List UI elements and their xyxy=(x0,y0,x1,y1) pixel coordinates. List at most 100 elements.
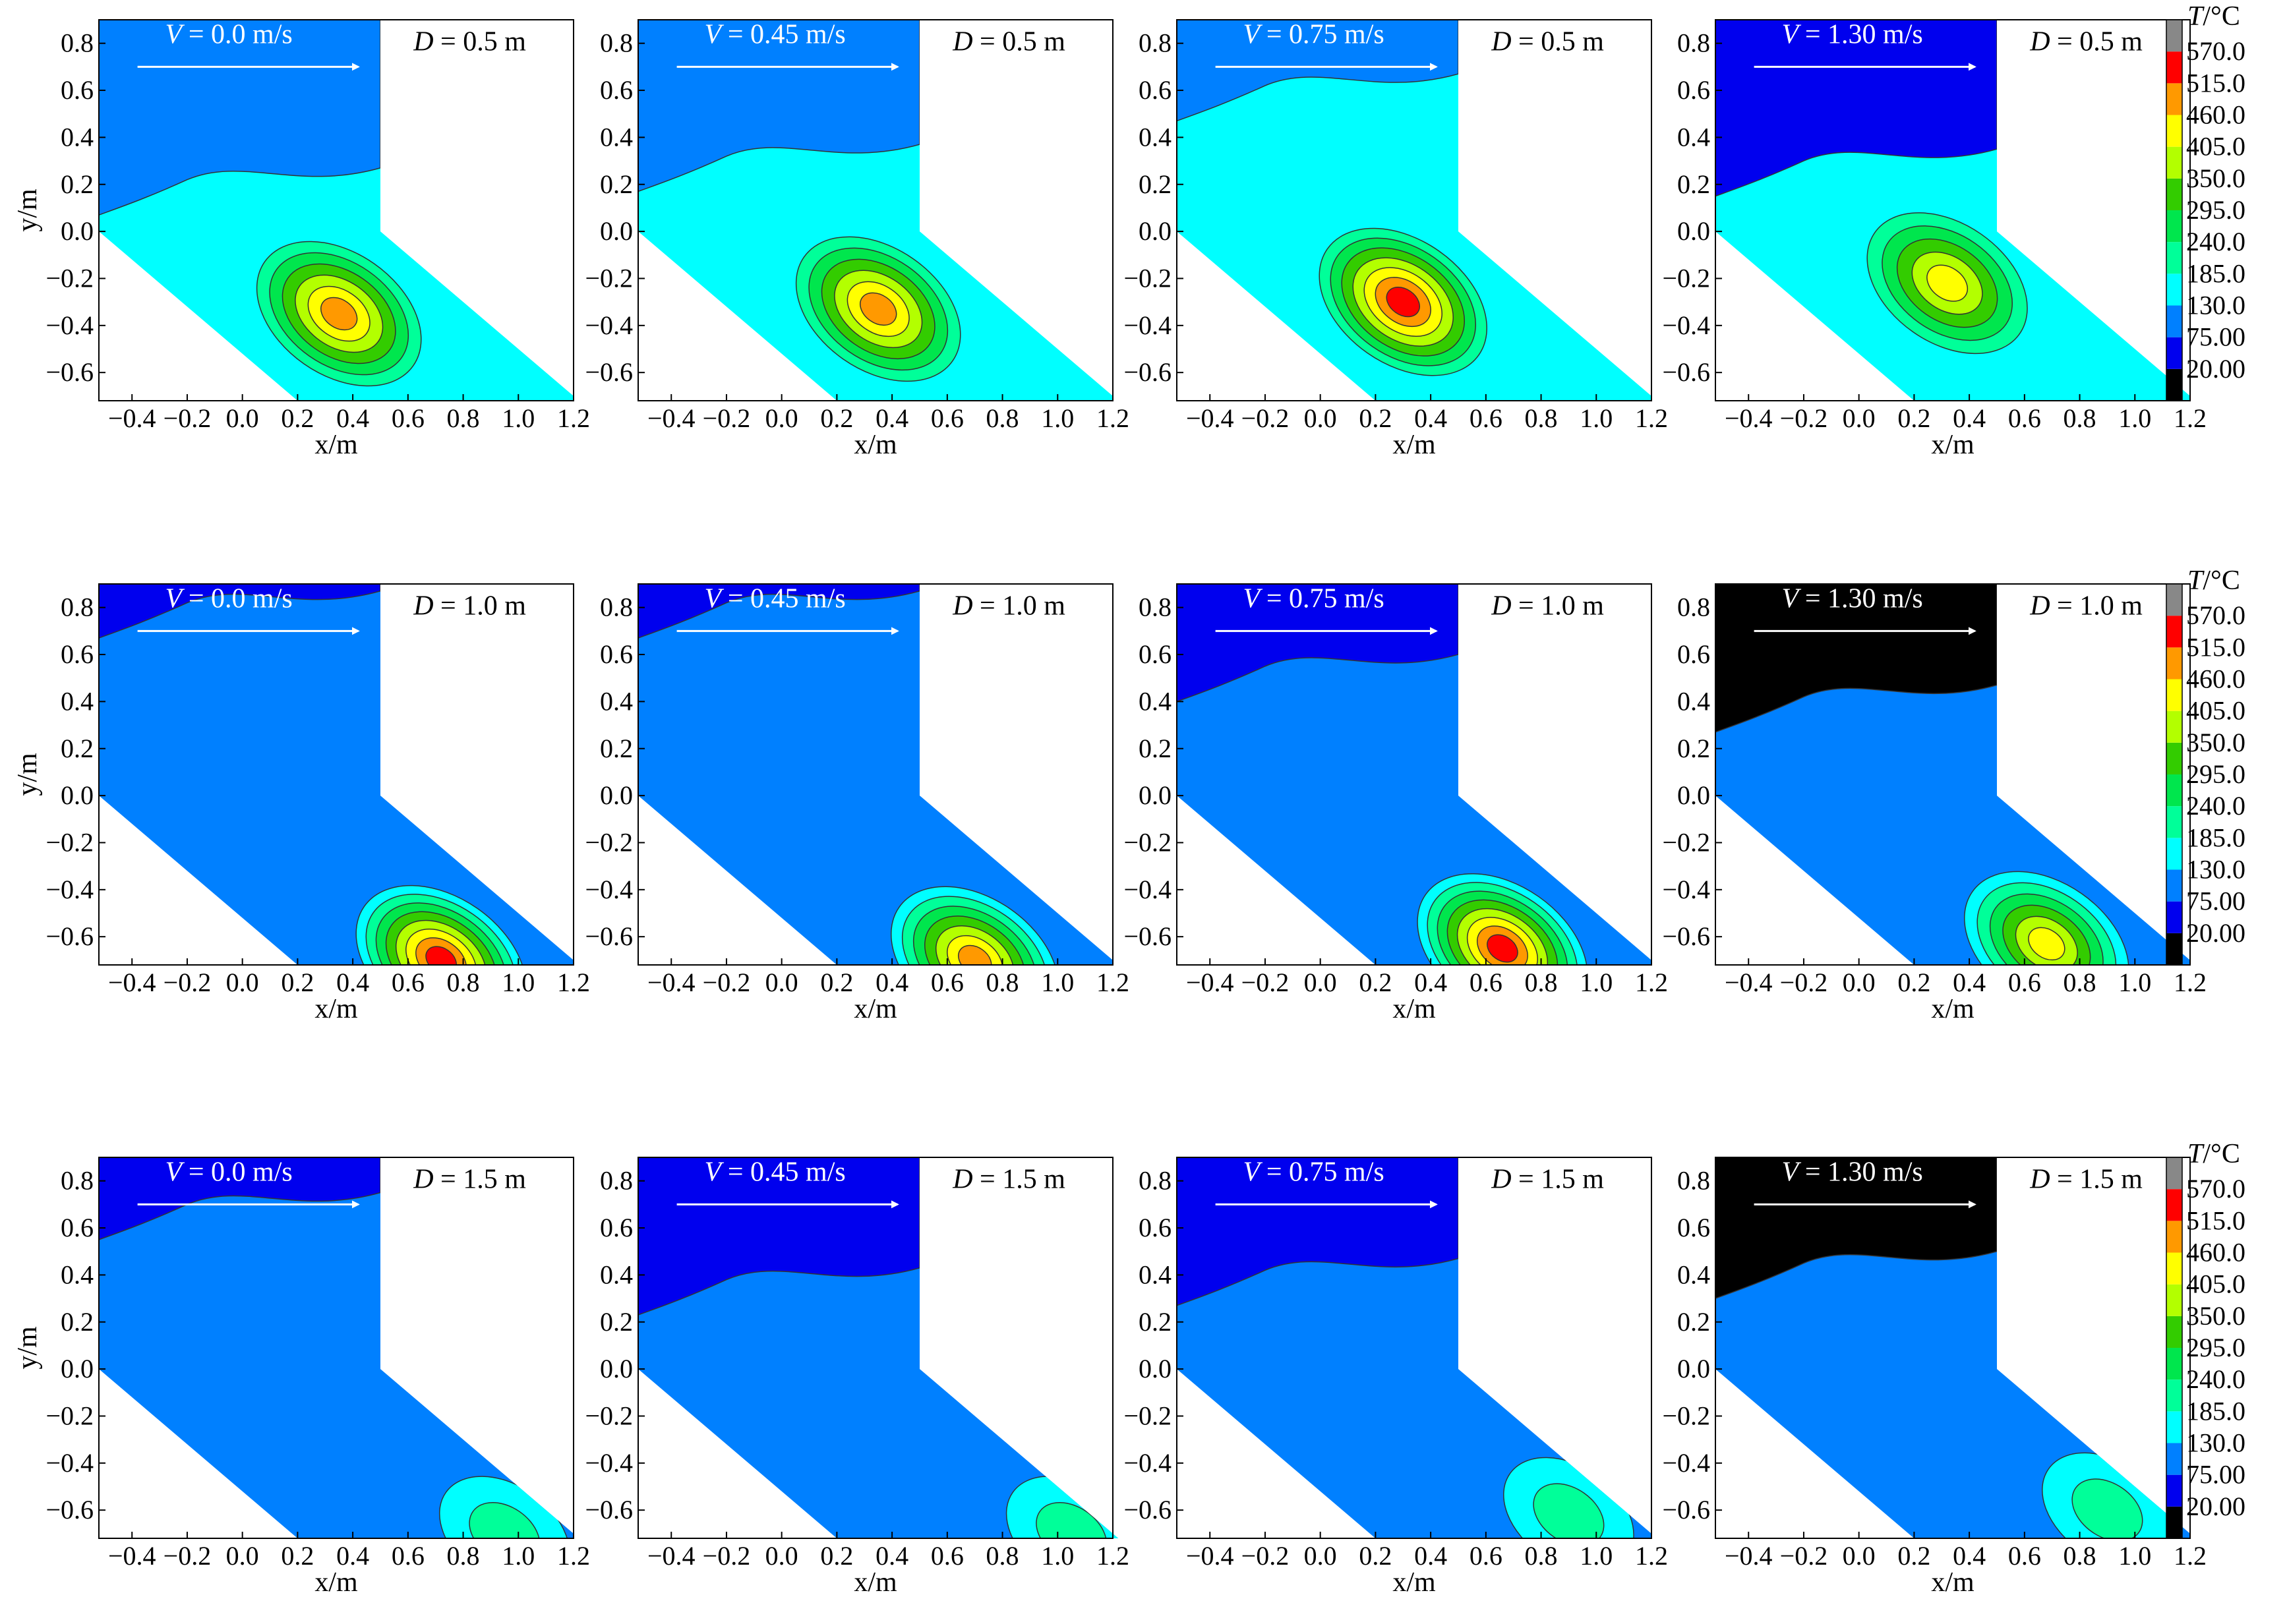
plot-frame xyxy=(1176,19,1652,401)
x-tick-label: 1.0 xyxy=(502,403,535,433)
velocity-label: V = 0.45 m/s xyxy=(704,20,845,50)
colorbar-level-label: 130.0 xyxy=(2186,855,2245,884)
contour-field xyxy=(99,20,574,401)
colorbar-level-label: 295.0 xyxy=(2186,759,2245,789)
colorbar-level-label: 240.0 xyxy=(2186,227,2245,256)
x-tick-label: −0.2 xyxy=(163,968,212,997)
colorbar-level-label: 75.00 xyxy=(2186,322,2245,352)
x-tick-label: 0.2 xyxy=(1897,968,1930,997)
depth-label: D = 1.0 m xyxy=(413,591,526,621)
contour-panel-r1c3: −0.4 −0.2 0.0 0.2 0.4 0.6 0.8 1.0 1.20.80.60.40.… xyxy=(1123,19,1668,460)
x-axis-label: x/m xyxy=(1392,1567,1436,1598)
y-tick-label: 0.2 xyxy=(1139,1307,1172,1337)
plot-frame xyxy=(1715,583,2191,966)
x-tick-label: 0.4 xyxy=(1414,403,1447,433)
x-tick-label: 0.4 xyxy=(876,1541,908,1571)
colorbar-swatch xyxy=(2166,1348,2182,1380)
colorbar-level-label: 405.0 xyxy=(2186,1269,2245,1299)
contour-cool-region xyxy=(1177,20,1459,122)
colorbar-level-label: 515.0 xyxy=(2186,1205,2245,1235)
y-tick-label: 0.2 xyxy=(1677,734,1710,763)
colorbar-swatch xyxy=(2166,838,2182,870)
colorbar-swatch xyxy=(2166,242,2182,274)
contour-cool-region xyxy=(1715,20,1998,197)
contour-field xyxy=(638,20,1113,401)
velocity-label: V = 1.30 m/s xyxy=(1781,1157,1922,1188)
y-tick-label: −0.6 xyxy=(1662,921,1710,951)
x-tick-label: −0.2 xyxy=(703,968,751,997)
colorbar-level-label: 185.0 xyxy=(2186,823,2245,852)
x-axis-label: x/m xyxy=(1392,430,1436,460)
y-tick-label: −0.2 xyxy=(585,263,633,293)
colorbar-swatch xyxy=(2166,679,2182,711)
x-tick-label: −0.2 xyxy=(1241,1541,1290,1571)
y-tick-label: −0.2 xyxy=(1662,263,1710,293)
colorbar-level-label: 570.0 xyxy=(2186,36,2245,66)
y-tick-label: 0.4 xyxy=(61,122,94,152)
depth-label: D = 1.5 m xyxy=(1491,1164,1604,1194)
y-tick-label: 0.4 xyxy=(61,686,94,716)
y-tick-label: 0.4 xyxy=(1677,686,1710,716)
y-tick-label: −0.2 xyxy=(1123,1401,1172,1430)
contour-panel-r2c1: −0.4 −0.2 0.0 0.2 0.4 0.6 0.8 1.0 1.20.80.60.40.… xyxy=(13,583,590,1024)
x-tick-label: 1.2 xyxy=(1635,403,1668,433)
contour-level-4 xyxy=(2071,1478,2143,1538)
y-tick-label: 0.6 xyxy=(1139,75,1172,105)
colorbar-level-label: 185.0 xyxy=(2186,258,2245,288)
x-tick-label: 0.8 xyxy=(1525,403,1558,433)
x-tick-label: 0.6 xyxy=(931,968,964,997)
x-tick-label: 0.0 xyxy=(1843,968,1876,997)
x-tick-label: 0.2 xyxy=(820,403,853,433)
colorbar-level-label: 295.0 xyxy=(2186,195,2245,225)
contour-cool-region xyxy=(99,1157,381,1240)
x-tick-label: −0.4 xyxy=(647,403,696,433)
y-tick-label: 0.0 xyxy=(1677,1354,1710,1383)
plot-frame xyxy=(98,583,574,966)
x-tick-label: 0.8 xyxy=(2064,403,2096,433)
x-tick-label: 0.8 xyxy=(2064,968,2096,997)
x-tick-label: 0.8 xyxy=(2064,1541,2096,1571)
x-tick-label: 1.0 xyxy=(1041,968,1074,997)
contour-level-10 xyxy=(1386,286,1420,318)
x-tick-label: 0.6 xyxy=(392,1541,425,1571)
contour-panel-r1c4: −0.4 −0.2 0.0 0.2 0.4 0.6 0.8 1.0 1.20.80.60.40.… xyxy=(1662,19,2207,460)
x-tick-label: −0.4 xyxy=(1725,968,1773,997)
y-tick-label: 0.8 xyxy=(61,28,94,58)
colorbar-swatch xyxy=(2166,178,2182,210)
plot-frame xyxy=(638,583,1114,966)
y-tick-label: 0.6 xyxy=(1677,1213,1710,1242)
velocity-label: V = 0.0 m/s xyxy=(165,1157,292,1188)
velocity-label: V = 0.0 m/s xyxy=(165,584,292,614)
x-tick-label: 0.4 xyxy=(876,403,908,433)
x-tick-label: 0.0 xyxy=(1843,403,1876,433)
x-tick-label: 1.0 xyxy=(2118,1541,2151,1571)
colorbar-r1: 570.0515.0460.0405.0350.0295.0240.0185.0… xyxy=(2166,1,2245,401)
x-tick-label: 0.6 xyxy=(1470,1541,1502,1571)
contour-cool-region xyxy=(99,584,381,639)
x-axis-label: x/m xyxy=(314,1567,358,1598)
y-tick-label: 0.0 xyxy=(61,1354,94,1383)
y-tick-label: −0.2 xyxy=(1123,827,1172,857)
y-tick-label: 0.8 xyxy=(1139,593,1172,622)
y-tick-label: 0.8 xyxy=(600,28,633,58)
y-tick-label: −0.4 xyxy=(1662,1448,1710,1478)
y-tick-label: −0.4 xyxy=(45,1448,94,1478)
contour-base-region xyxy=(638,584,1113,965)
y-tick-label: 0.4 xyxy=(1139,122,1172,152)
y-tick-label: −0.6 xyxy=(1662,357,1710,387)
x-tick-label: −0.4 xyxy=(108,403,156,433)
x-tick-label: −0.2 xyxy=(1780,403,1828,433)
colorbar-title: T/°C xyxy=(2187,566,2240,596)
x-tick-label: 0.4 xyxy=(1414,1541,1447,1571)
y-tick-label: −0.6 xyxy=(45,1495,94,1524)
depth-label: D = 1.5 m xyxy=(2029,1164,2143,1194)
y-tick-label: −0.4 xyxy=(45,310,94,340)
colorbar-swatch xyxy=(2166,115,2182,147)
colorbar-level-label: 570.0 xyxy=(2186,1174,2245,1204)
y-tick-label: 0.2 xyxy=(1139,169,1172,199)
x-axis-label: x/m xyxy=(854,430,897,460)
y-tick-label: −0.6 xyxy=(45,357,94,387)
x-tick-label: 1.0 xyxy=(1041,403,1074,433)
y-tick-label: 0.0 xyxy=(1677,780,1710,810)
contour-cool-region xyxy=(638,1157,920,1316)
